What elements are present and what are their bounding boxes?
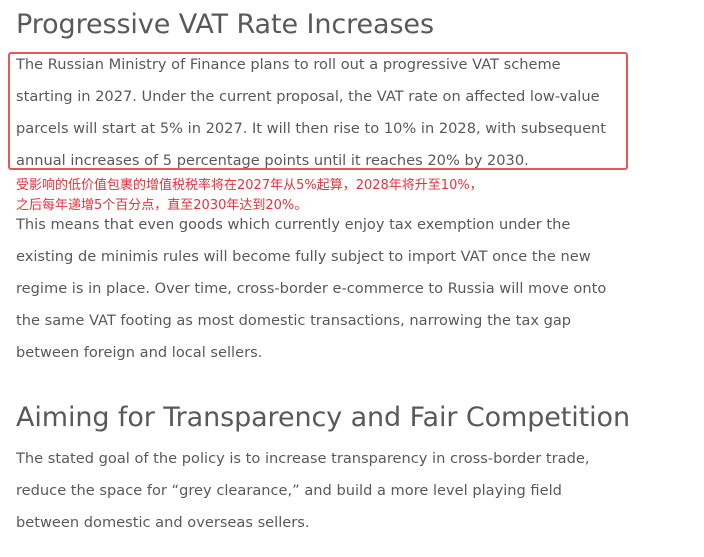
paragraph-vat-proposal: The Russian Ministry of Finance plans to… <box>16 49 606 177</box>
paragraph-line: The Russian Ministry of Finance plans to… <box>16 56 561 73</box>
paragraph-line: the same VAT footing as most domestic tr… <box>16 312 572 329</box>
paragraph-line: annual increases of 5 percentage points … <box>16 152 529 169</box>
paragraph-line: regime is in place. Over time, cross-bor… <box>16 280 607 297</box>
annotation-line: 受影响的低价值包裹的增值税税率将在2027年从5%起算，2028年将升至10%， <box>16 178 483 193</box>
paragraph-de-minimis: This means that even goods which current… <box>16 209 606 369</box>
paragraph-line: between domestic and overseas sellers. <box>16 514 310 531</box>
section-heading-transparency: Aiming for Transparency and Fair Competi… <box>16 402 630 433</box>
paragraph-policy-goal: The stated goal of the policy is to incr… <box>16 443 589 539</box>
paragraph-line: between foreign and local sellers. <box>16 344 263 361</box>
annotation-line: 之后每年递增5个百分点，直至2030年达到20%。 <box>16 198 308 213</box>
paragraph-line: starting in 2027. Under the current prop… <box>16 88 600 105</box>
paragraph-line: reduce the space for “grey clearance,” a… <box>16 482 562 499</box>
paragraph-line: This means that even goods which current… <box>16 216 571 233</box>
section-heading-vat-rate: Progressive VAT Rate Increases <box>16 9 434 40</box>
paragraph-line: The stated goal of the policy is to incr… <box>16 450 590 467</box>
paragraph-line: existing de minimis rules will become fu… <box>16 248 591 265</box>
highlight-box <box>8 52 628 170</box>
chinese-annotation: 受影响的低价值包裹的增值税税率将在2027年从5%起算，2028年将升至10%，… <box>16 176 483 216</box>
paragraph-line: parcels will start at 5% in 2027. It wil… <box>16 120 607 137</box>
